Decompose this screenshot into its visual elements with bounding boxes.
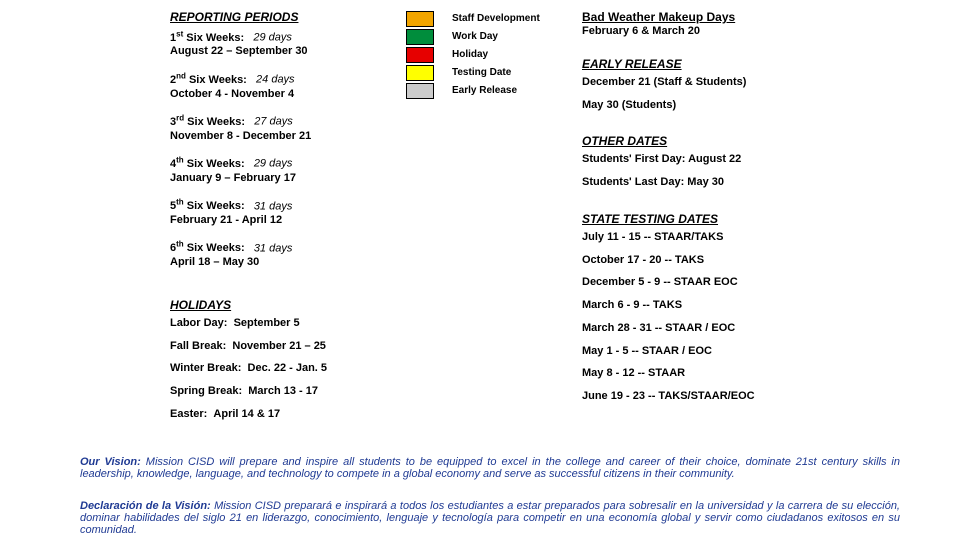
testing-line: March 6 - 9 -- TAKS — [582, 299, 882, 313]
period-5: 5th Six Weeks: 31 days February 21 - Apr… — [170, 198, 400, 228]
period-days: 31 days — [254, 242, 293, 254]
period-3: 3rd Six Weeks: 27 days November 8 - Dece… — [170, 113, 400, 143]
left-column: REPORTING PERIODS 1st Six Weeks: 29 days… — [170, 10, 400, 431]
right-column: Bad Weather Makeup Days February 6 & Mar… — [582, 10, 882, 413]
testing-line: June 19 - 23 -- TAKS/STAAR/EOC — [582, 390, 882, 404]
vision-es: Declaración de la Visión: Mission CISD p… — [80, 500, 900, 536]
legend-label: Early Release — [452, 85, 517, 98]
vision-es-label: Declaración de la Visión: — [80, 500, 211, 512]
period-2: 2nd Six Weeks: 24 days October 4 - Novem… — [170, 71, 400, 101]
holiday-label: Easter: — [170, 408, 207, 420]
holiday-value: November 21 – 25 — [232, 340, 326, 352]
testing-heading: STATE TESTING DATES — [582, 212, 882, 227]
vision-en-text: Mission CISD will prepare and inspire al… — [80, 456, 900, 480]
badweather-heading: Bad Weather Makeup Days — [582, 10, 882, 25]
period-days: 31 days — [254, 200, 293, 212]
period-ordinal-sup: st — [176, 29, 183, 38]
badweather-line: February 6 & March 20 — [582, 25, 882, 39]
vision-en: Our Vision: Mission CISD will prepare an… — [80, 456, 900, 480]
holiday-value: March 13 - 17 — [248, 385, 318, 397]
legend-swatch — [406, 65, 434, 81]
legend-label: Staff Development — [452, 13, 540, 26]
period-6: 6th Six Weeks: 31 days April 18 – May 30 — [170, 240, 400, 270]
legend-swatch — [406, 11, 434, 27]
holiday-row: Labor Day: September 5 — [170, 317, 400, 331]
legend-label: Testing Date — [452, 67, 511, 80]
period-4: 4th Six Weeks: 29 days January 9 – Febru… — [170, 155, 400, 185]
period-ordinal-sup: nd — [176, 71, 186, 80]
holiday-value: April 14 & 17 — [213, 408, 280, 420]
other-heading: OTHER DATES — [582, 134, 882, 149]
period-days: 27 days — [254, 116, 293, 128]
legend-row: Testing Date — [406, 64, 586, 82]
vision-en-label: Our Vision: — [80, 456, 141, 468]
testing-line: October 17 - 20 -- TAKS — [582, 254, 882, 268]
other-line: Students' First Day: August 22 — [582, 153, 882, 167]
testing-line: July 11 - 15 -- STAAR/TAKS — [582, 231, 882, 245]
early-heading: EARLY RELEASE — [582, 57, 882, 72]
legend-swatch — [406, 47, 434, 63]
early-line: December 21 (Staff & Students) — [582, 76, 882, 90]
holiday-label: Fall Break: — [170, 340, 226, 352]
holiday-label: Labor Day: — [170, 317, 227, 329]
period-range: November 8 - December 21 — [170, 130, 400, 144]
holiday-row: Easter: April 14 & 17 — [170, 408, 400, 422]
legend-label: Work Day — [452, 31, 498, 44]
period-ordinal-sup: th — [176, 198, 184, 207]
legend-row: Early Release — [406, 82, 586, 100]
period-1: 1st Six Weeks: 29 days August 22 – Septe… — [170, 29, 400, 59]
testing-line: May 8 - 12 -- STAAR — [582, 367, 882, 381]
period-ordinal-sup: rd — [176, 113, 184, 122]
period-range: October 4 - November 4 — [170, 88, 400, 102]
holiday-label: Spring Break: — [170, 385, 242, 397]
period-range: January 9 – February 17 — [170, 172, 400, 186]
legend-swatch — [406, 29, 434, 45]
period-days: 29 days — [254, 158, 293, 170]
early-line: May 30 (Students) — [582, 99, 882, 113]
calendar-info-page: REPORTING PERIODS 1st Six Weeks: 29 days… — [0, 0, 976, 540]
holiday-row: Spring Break: March 13 - 17 — [170, 385, 400, 399]
legend-swatch — [406, 83, 434, 99]
vision-block: Our Vision: Mission CISD will prepare an… — [80, 456, 900, 540]
period-range: April 18 – May 30 — [170, 256, 400, 270]
legend-row: Holiday — [406, 46, 586, 64]
holiday-row: Winter Break: Dec. 22 - Jan. 5 — [170, 362, 400, 376]
period-ordinal-sup: th — [176, 155, 184, 164]
testing-line: May 1 - 5 -- STAAR / EOC — [582, 345, 882, 359]
legend-label: Holiday — [452, 49, 488, 62]
holiday-row: Fall Break: November 21 – 25 — [170, 340, 400, 354]
legend-row: Work Day — [406, 28, 586, 46]
legend-row: Staff Development — [406, 10, 586, 28]
legend-column: Staff Development Work Day Holiday Testi… — [406, 10, 586, 100]
period-ordinal-sup: th — [176, 240, 184, 249]
period-days: 29 days — [253, 32, 292, 44]
holiday-value: Dec. 22 - Jan. 5 — [248, 362, 328, 374]
other-line: Students' Last Day: May 30 — [582, 176, 882, 190]
reporting-heading: REPORTING PERIODS — [170, 10, 400, 25]
holidays-heading: HOLIDAYS — [170, 298, 400, 313]
holiday-value: September 5 — [234, 317, 300, 329]
testing-line: March 28 - 31 -- STAAR / EOC — [582, 322, 882, 336]
testing-line: December 5 - 9 -- STAAR EOC — [582, 276, 882, 290]
period-days: 24 days — [256, 74, 295, 86]
period-range: February 21 - April 12 — [170, 214, 400, 228]
holiday-label: Winter Break: — [170, 362, 241, 374]
period-range: August 22 – September 30 — [170, 45, 400, 59]
